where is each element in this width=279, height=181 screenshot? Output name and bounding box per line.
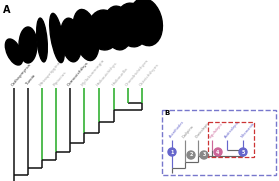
Ellipse shape [88,10,120,50]
Text: Chondrichthyes: Chondrichthyes [125,58,150,87]
Text: Haikouichthys: Haikouichthys [96,61,119,87]
Text: Cornovichthys: Cornovichthys [67,61,90,87]
Text: Tuzoia: Tuzoia [25,74,37,87]
Text: Osteichthyes: Osteichthyes [139,62,160,87]
Text: Meemania: Meemania [240,122,255,139]
Text: Haikouella: Haikouella [111,67,129,87]
Ellipse shape [129,0,162,46]
Circle shape [214,148,222,156]
Ellipse shape [50,13,64,63]
Ellipse shape [104,6,132,50]
Text: 3: 3 [202,153,206,157]
Ellipse shape [5,39,23,65]
Text: Ligulalepis: Ligulalepis [209,122,224,139]
Ellipse shape [73,9,99,61]
Circle shape [239,148,247,156]
Text: A: A [3,5,11,15]
Text: Cathaymyrus: Cathaymyrus [11,62,33,87]
Ellipse shape [37,18,47,62]
Text: Cheirolepis: Cheirolepis [195,121,211,139]
Text: 1: 1 [170,150,174,155]
Circle shape [187,151,195,159]
Circle shape [200,151,208,159]
Text: 5: 5 [241,150,245,155]
Text: Andreolepis: Andreolepis [224,120,241,139]
Text: Pipiscius: Pipiscius [53,70,68,87]
Text: Dialipina: Dialipina [182,124,195,139]
Text: Myllokunmingia: Myllokunmingia [81,58,106,87]
Circle shape [168,148,176,156]
Ellipse shape [116,3,148,47]
Text: B: B [164,110,169,116]
Text: Metaspriggina: Metaspriggina [39,60,62,87]
Text: 4: 4 [216,150,220,155]
Ellipse shape [19,27,37,63]
Text: Acanthodes: Acanthodes [169,120,186,139]
Text: 2: 2 [189,153,193,157]
Ellipse shape [61,18,81,62]
